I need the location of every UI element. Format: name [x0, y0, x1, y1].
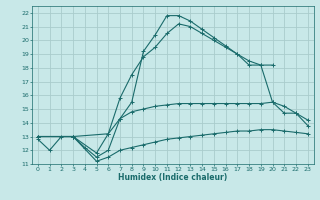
- X-axis label: Humidex (Indice chaleur): Humidex (Indice chaleur): [118, 173, 228, 182]
